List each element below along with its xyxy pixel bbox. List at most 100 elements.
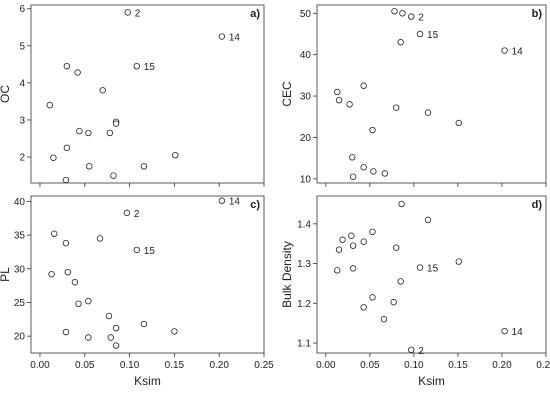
data-point [416, 264, 424, 271]
data-point [64, 268, 71, 276]
point-label: 15 [144, 62, 156, 73]
data-point [171, 328, 178, 335]
point-label: 2 [418, 13, 424, 24]
plot-frame [316, 4, 547, 184]
data-point [105, 312, 113, 320]
point-label: 2 [418, 346, 424, 357]
data-point [369, 228, 376, 235]
data-point [369, 126, 376, 134]
data-point [399, 10, 406, 17]
x-tick-label: 0.00 [30, 360, 50, 371]
data-point [424, 109, 432, 116]
data-point [106, 129, 114, 137]
y-tick-label: 1.4 [297, 219, 311, 230]
y-axis-label: OC [0, 85, 12, 103]
data-point [218, 33, 226, 40]
y-tick-label: 50 [300, 9, 312, 20]
y-axis-label: Bulk Density [280, 241, 294, 308]
y-tick-label: 1.2 [297, 299, 311, 310]
data-point [107, 334, 114, 341]
panel-label: b) [532, 8, 543, 20]
data-point [360, 304, 367, 311]
data-point [99, 87, 106, 94]
point-label: 14 [229, 197, 241, 208]
y-tick-label: 20 [14, 332, 26, 343]
point-label: 14 [512, 327, 524, 338]
y-axis-label: CEC [280, 81, 294, 107]
data-point [408, 13, 415, 20]
x-axis-label: Ksim [134, 374, 161, 388]
data-point [370, 168, 377, 175]
data-point [335, 97, 343, 104]
y-tick-label: 10 [300, 174, 312, 185]
data-point [408, 346, 415, 354]
data-point [96, 235, 104, 242]
data-point [86, 163, 93, 170]
panel-c: 0.00 0.05 0.10 0.15 0.20 0.25 20 25 30 35 40 PL Ksim… [0, 195, 274, 388]
x-tick-label: 0.25 [536, 360, 550, 371]
data-point [140, 320, 148, 328]
data-point [133, 246, 140, 254]
data-point [346, 101, 353, 108]
data-point [71, 279, 79, 286]
y-tick-label: 2 [19, 153, 25, 164]
data-point [369, 294, 376, 301]
data-point [393, 104, 400, 111]
data-point [140, 163, 148, 170]
data-point [112, 120, 120, 127]
data-point [397, 278, 404, 285]
panel-a: 2 3 4 5 6 OC a) 2 14 15 [0, 4, 265, 187]
data-point [48, 270, 55, 278]
data-point [218, 197, 226, 204]
panel-label: c) [250, 199, 260, 211]
data-point [51, 230, 58, 237]
y-tick-label: 4 [19, 78, 25, 89]
data-point [63, 144, 71, 151]
data-point [76, 127, 83, 135]
data-point [112, 324, 120, 332]
panel-b: 10 20 30 40 50 CEC b) 215 14 [280, 4, 547, 187]
data-point [360, 238, 367, 245]
plot-frame [30, 195, 265, 354]
point-label: 14 [512, 47, 524, 58]
data-point [501, 47, 508, 54]
data-point [63, 62, 71, 70]
y-tick-label: 1.1 [297, 339, 311, 350]
x-tick-label: 0.20 [209, 360, 229, 371]
y-tick-label: 5 [19, 41, 25, 52]
data-point [110, 172, 117, 179]
data-point [50, 154, 57, 161]
data-point [123, 209, 131, 217]
plot-frame [316, 195, 547, 354]
data-point [360, 164, 367, 171]
x-tick-label: 0.15 [165, 360, 185, 371]
point-label: 14 [229, 33, 241, 44]
data-point [391, 8, 398, 15]
point-label: 2 [135, 8, 141, 19]
data-point [62, 239, 70, 247]
data-point [133, 62, 140, 70]
data-point [172, 151, 179, 159]
data-point [455, 258, 463, 265]
data-point [455, 119, 463, 127]
data-point [380, 316, 388, 323]
x-tick-label: 0.10 [120, 360, 140, 371]
data-point [349, 154, 356, 161]
x-tick-label: 0.20 [492, 360, 512, 371]
data-point [62, 176, 70, 184]
data-point [349, 173, 357, 180]
panel-d: 0.00 0.05 0.10 0.15 0.20 0.25 1.1 1.2 1.3 1.4Bulk… [280, 195, 550, 388]
data-point [501, 327, 508, 335]
data-point [75, 300, 82, 308]
y-tick-label: 40 [300, 50, 312, 61]
data-point [62, 328, 70, 336]
point-label: 15 [427, 30, 439, 41]
x-tick-label: 0.05 [360, 360, 380, 371]
data-point [424, 216, 432, 224]
data-point [339, 236, 346, 243]
plot-frame [30, 4, 265, 184]
y-tick-label: 40 [14, 197, 26, 208]
data-point [397, 39, 404, 46]
x-tick-label: 0.00 [316, 360, 336, 371]
